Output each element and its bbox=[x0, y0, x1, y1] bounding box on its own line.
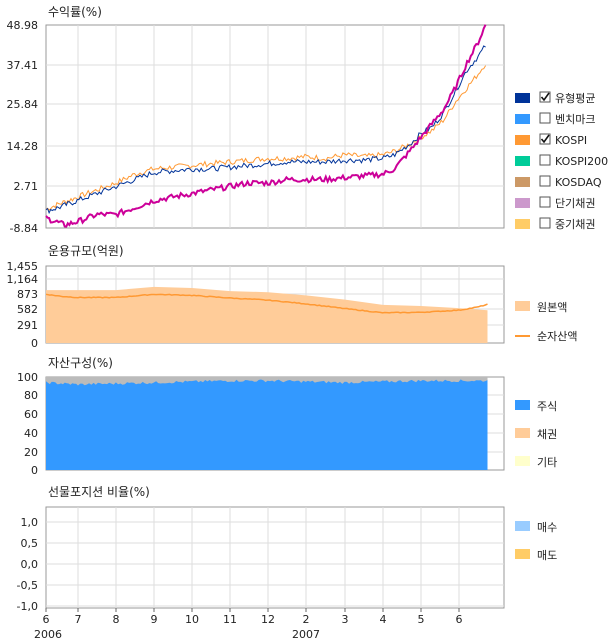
x-tick-label: 10 bbox=[185, 613, 199, 626]
checkbox-type-average[interactable] bbox=[539, 91, 551, 103]
legend-net-assets: 순자산액 bbox=[537, 330, 577, 343]
year-label-2007: 2007 bbox=[292, 628, 320, 641]
x-tick-label: 9 bbox=[151, 613, 158, 626]
legend-type-average: 유형평균 bbox=[555, 92, 595, 105]
legend-principal: 원본액 bbox=[537, 301, 567, 314]
check-mark-icon bbox=[540, 92, 550, 102]
legend-aum: 원본액 순자산액 bbox=[515, 301, 577, 343]
y-tick-label: 873 bbox=[17, 288, 38, 301]
panel3-plot bbox=[46, 377, 488, 470]
x-tick-label: 6 bbox=[43, 613, 50, 626]
x-tick-label: 12 bbox=[261, 613, 275, 626]
legend-swatch-kospi bbox=[515, 135, 530, 145]
y-tick-label: 0,0 bbox=[21, 558, 39, 571]
checkbox-benchmark[interactable] bbox=[539, 112, 551, 124]
x-tick-label: 11 bbox=[223, 613, 237, 626]
y-tick-label: -1,0 bbox=[17, 600, 38, 613]
y-tick-label: 582 bbox=[17, 303, 38, 316]
panel1-title: 수익률(%) bbox=[48, 5, 102, 19]
y-tick-label: 0 bbox=[31, 337, 38, 350]
legend-benchmark: 벤치마크 bbox=[555, 113, 595, 126]
y-tick-label: 20 bbox=[24, 446, 38, 459]
y-tick-label: 1,164 bbox=[7, 273, 39, 286]
legend-swatch-principal bbox=[515, 301, 530, 311]
check-mark-icon bbox=[540, 134, 550, 144]
x-tick-label: 4 bbox=[380, 613, 387, 626]
legend-swatch-sell bbox=[515, 549, 530, 559]
checkbox-mid-bond[interactable] bbox=[539, 217, 551, 229]
panel2-plot bbox=[45, 286, 488, 343]
legend-kospi: KOSPI bbox=[555, 134, 587, 147]
legend-buy: 매수 bbox=[537, 521, 557, 534]
y-tick-label: 2.71 bbox=[14, 180, 39, 193]
x-tick-label: 5 bbox=[418, 613, 425, 626]
y-tick-label: 25.84 bbox=[7, 98, 39, 111]
legend-mid-bond: 중기채권 bbox=[555, 218, 595, 231]
y-tick-label: 40 bbox=[24, 427, 38, 440]
checkbox-kospi200[interactable] bbox=[539, 154, 551, 166]
legend-sell: 매도 bbox=[537, 549, 557, 562]
line-net-assets bbox=[45, 293, 488, 314]
x-tick-label: 6 bbox=[456, 613, 463, 626]
legend-short-bond: 단기채권 bbox=[555, 197, 595, 210]
checkbox-short-bond[interactable] bbox=[539, 196, 551, 208]
panel1-plot bbox=[45, 24, 487, 228]
x-tick-labels: 6 7 8 9 10 11 12 2 3 4 5 6 bbox=[43, 608, 463, 626]
y-tick-label: 14.28 bbox=[7, 140, 39, 153]
y-tick-label: 80 bbox=[24, 389, 38, 402]
panel3-title: 자산구성(%) bbox=[48, 356, 113, 370]
legend-returns: 유형평균 벤치마크 KOSPI KOSPI200 KOSDAQ 단기채권 중기채… bbox=[515, 91, 608, 231]
x-tick-label: 3 bbox=[342, 613, 349, 626]
y-tick-label: 1,0 bbox=[21, 516, 39, 529]
legend-swatch-stock bbox=[515, 400, 530, 410]
legend-swatch-kosdaq bbox=[515, 177, 530, 187]
x-tick-label: 2 bbox=[303, 613, 310, 626]
y-tick-label: 37.41 bbox=[7, 59, 39, 72]
y-tick-label: -0,5 bbox=[17, 579, 38, 592]
panel4-title: 선물포지션 비율(%) bbox=[48, 485, 150, 499]
legend-futures: 매수 매도 bbox=[515, 521, 557, 562]
legend-swatch-short-bond bbox=[515, 198, 530, 208]
area-stock bbox=[46, 379, 488, 470]
panel-frame bbox=[45, 506, 505, 609]
series-line-fund bbox=[45, 24, 487, 228]
checkbox-kospi[interactable] bbox=[539, 133, 551, 145]
legend-swatch-kospi200 bbox=[515, 156, 530, 166]
legend-swatch-mid-bond bbox=[515, 219, 530, 229]
year-label-2006: 2006 bbox=[34, 628, 62, 641]
y-tick-label: 60 bbox=[24, 408, 38, 421]
y-tick-label: 100 bbox=[17, 371, 38, 384]
x-tick-label: 8 bbox=[113, 613, 120, 626]
panel-frame bbox=[45, 24, 505, 229]
checkbox-kosdaq[interactable] bbox=[539, 175, 551, 187]
y-tick-label: 48.98 bbox=[7, 19, 39, 32]
y-tick-label: -8.84 bbox=[10, 222, 38, 235]
series-line-유형평균 bbox=[45, 45, 486, 215]
legend-bond: 채권 bbox=[537, 428, 557, 441]
legend-kospi200: KOSPI200 bbox=[555, 155, 608, 168]
y-tick-label: 0,5 bbox=[21, 537, 39, 550]
legend-stock: 주식 bbox=[537, 400, 557, 413]
legend-swatch-buy bbox=[515, 521, 530, 531]
legend-allocation: 주식 채권 기타 bbox=[515, 400, 557, 469]
y-tick-label: 1,455 bbox=[7, 260, 39, 273]
legend-swatch-bond bbox=[515, 428, 530, 438]
legend-swatch-other bbox=[515, 456, 530, 466]
panel2-title: 운용규모(억원) bbox=[48, 244, 124, 258]
y-tick-label: 0 bbox=[31, 464, 38, 477]
legend-swatch-benchmark bbox=[515, 114, 530, 124]
legend-other: 기타 bbox=[537, 456, 557, 469]
x-tick-label: 7 bbox=[75, 613, 82, 626]
y-tick-label: 291 bbox=[17, 319, 38, 332]
legend-kosdaq: KOSDAQ bbox=[555, 176, 602, 189]
legend-swatch-type-average bbox=[515, 93, 530, 103]
area-principal bbox=[46, 286, 488, 343]
